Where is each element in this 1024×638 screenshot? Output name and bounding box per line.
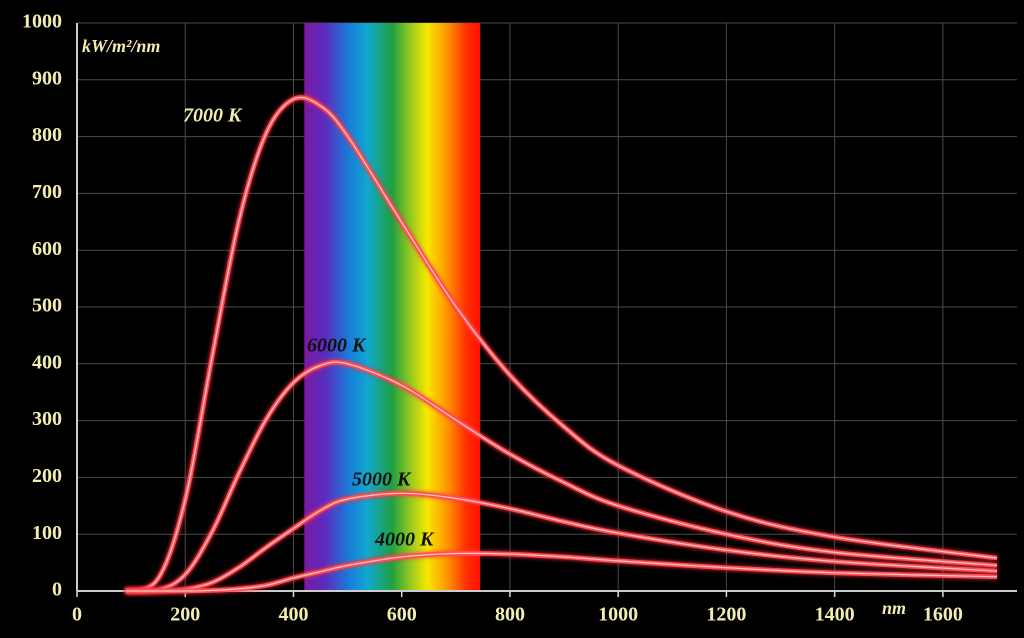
curve-highlight — [125, 552, 998, 592]
x-tick-label: 1000 — [598, 604, 638, 626]
series-label: 5000 K — [352, 469, 412, 491]
x-tick-label: 200 — [170, 604, 200, 626]
curve-highlight — [125, 361, 998, 592]
series-label: 7000 K — [183, 105, 243, 127]
curve-highlight — [125, 96, 998, 592]
y-tick-label: 900 — [32, 67, 62, 89]
x-tick-label: 400 — [278, 604, 308, 626]
y-tick-label: 300 — [32, 408, 62, 430]
x-tick-label: 600 — [387, 604, 417, 626]
y-tick-label: 500 — [32, 295, 62, 317]
y-tick-label: 0 — [52, 579, 62, 601]
x-tick-label: 1600 — [923, 604, 963, 626]
x-tick-label: 1400 — [815, 604, 855, 626]
y-tick-label: 200 — [32, 465, 62, 487]
curve-highlight — [125, 492, 998, 592]
y-tick-label: 700 — [32, 181, 62, 203]
x-tick-label: 0 — [72, 604, 82, 626]
y-tick-label: 1000 — [22, 11, 62, 33]
x-axis-label: nm — [882, 598, 906, 618]
x-tick-label: 800 — [495, 604, 525, 626]
series-label: 6000 K — [307, 335, 367, 357]
y-axis-label: kW/m²/nm — [82, 36, 160, 56]
y-tick-label: 400 — [32, 351, 62, 373]
y-tick-label: 800 — [32, 124, 62, 146]
y-tick-label: 100 — [32, 522, 62, 544]
series-label: 4000 K — [374, 529, 435, 551]
x-tick-label: 1200 — [706, 604, 746, 626]
y-tick-label: 600 — [32, 238, 62, 260]
